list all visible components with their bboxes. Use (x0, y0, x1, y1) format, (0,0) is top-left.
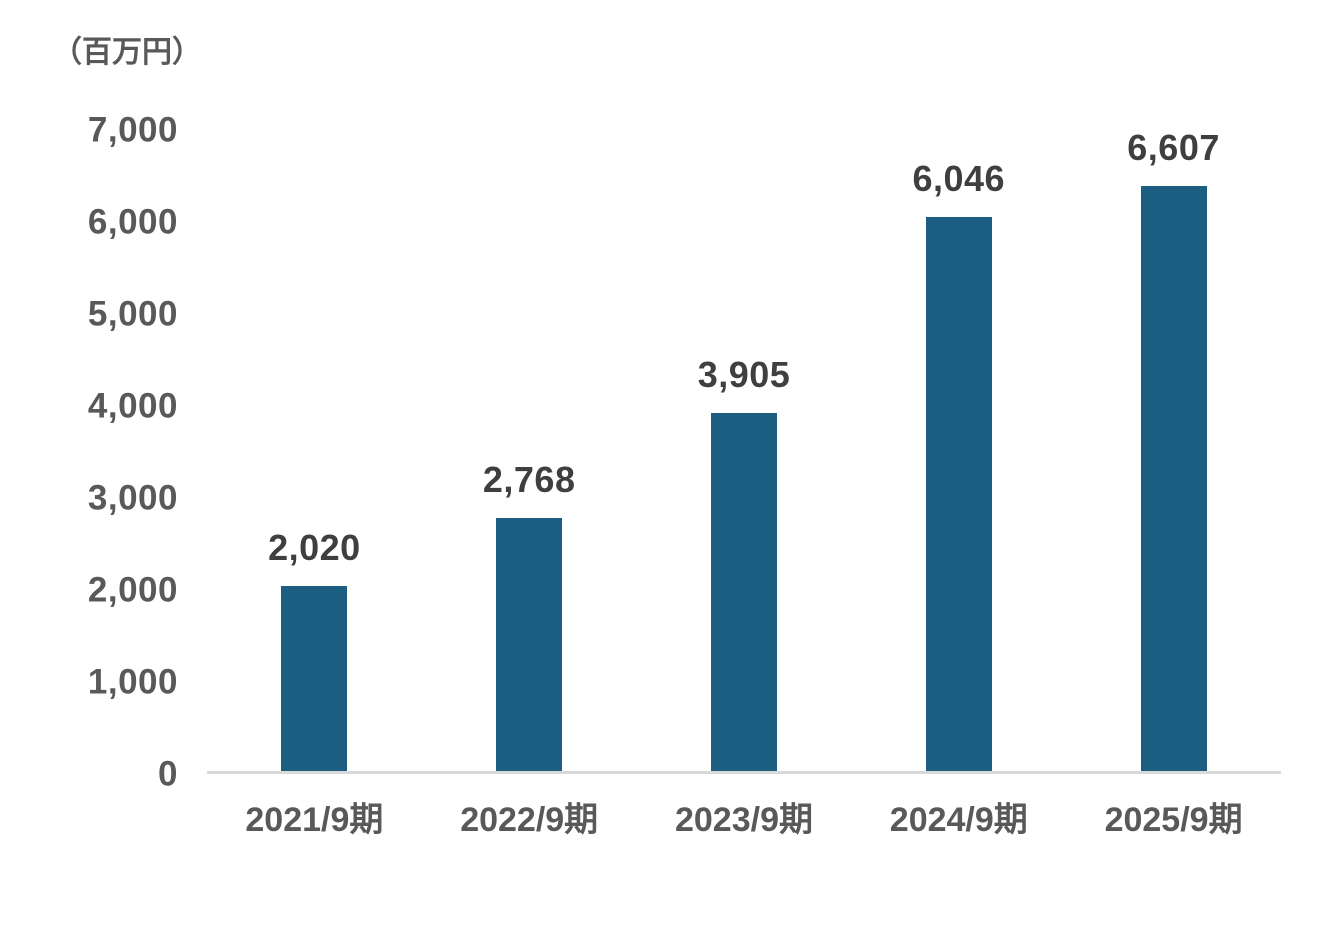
y-axis-tick-label: 7,000 (87, 110, 178, 150)
x-axis-label: 2023/9期 (674, 801, 813, 839)
bar-column: 6,607 (1066, 130, 1281, 771)
bar-column: 3,905 (637, 130, 852, 771)
y-axis-tick-label: 4,000 (87, 386, 178, 426)
y-axis-tick-label: 5,000 (87, 294, 178, 334)
bar-column: 2,768 (422, 130, 637, 771)
x-axis-label: 2022/9期 (460, 801, 599, 839)
bar (1140, 186, 1207, 771)
bar-column: 2,020 (207, 130, 422, 771)
bar-value-label: 3,905 (697, 354, 791, 396)
y-axis-tick-label: 0 (158, 754, 178, 794)
x-axis-label: 2025/9期 (1104, 801, 1243, 839)
bar (281, 586, 348, 771)
x-axis-label: 2024/9期 (889, 801, 1028, 839)
y-axis-tick-label: 3,000 (87, 478, 178, 518)
bar (710, 413, 777, 771)
bar (496, 517, 563, 771)
bar-value-label: 2,768 (482, 458, 576, 500)
bar-value-label: 2,020 (268, 527, 361, 569)
bar-column: 6,046 (851, 130, 1066, 771)
x-axis-label: 2021/9期 (245, 801, 384, 839)
bar-value-label: 6,607 (1127, 127, 1220, 168)
y-axis-unit-label: （百万円） (52, 36, 202, 69)
bar (925, 217, 992, 771)
plot-area: 2,020 2,768 3,905 6,046 6,607 (207, 130, 1281, 774)
x-axis: 2021/9期 2022/9期 2023/9期 2024/9期 2025/9期 (207, 800, 1281, 841)
y-axis-tick-label: 2,000 (87, 570, 178, 610)
y-axis-tick-label: 6,000 (87, 202, 178, 242)
bar-value-label: 6,046 (912, 158, 1006, 200)
y-axis-tick-label: 1,000 (87, 662, 178, 702)
y-axis: 0 1,000 2,000 3,000 4,000 5,000 6,000 7,000 (0, 113, 178, 792)
